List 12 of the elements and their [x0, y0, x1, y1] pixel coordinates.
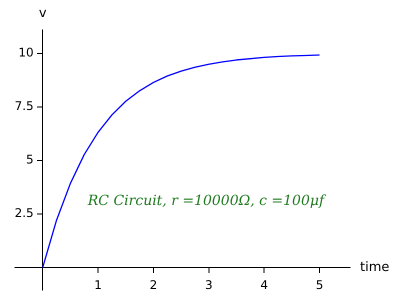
x-tick-label: 5: [316, 278, 324, 292]
y-tick-label: 7.5: [14, 99, 34, 114]
y-tick-label: 2.5: [14, 206, 34, 220]
y-axis-title: v: [38, 6, 47, 21]
x-tick-label: 2: [150, 278, 158, 292]
x-axis-title: time: [360, 260, 390, 275]
y-tick-label: 10: [18, 46, 34, 60]
y-tick-label: 5: [26, 152, 34, 167]
x-tick-label: 4: [260, 278, 268, 292]
x-tick-label: 3: [204, 278, 213, 292]
x-tick-label: 1: [94, 278, 102, 292]
annotation: RC Circuit, r =10000Ω, c =100μf: [86, 193, 327, 210]
